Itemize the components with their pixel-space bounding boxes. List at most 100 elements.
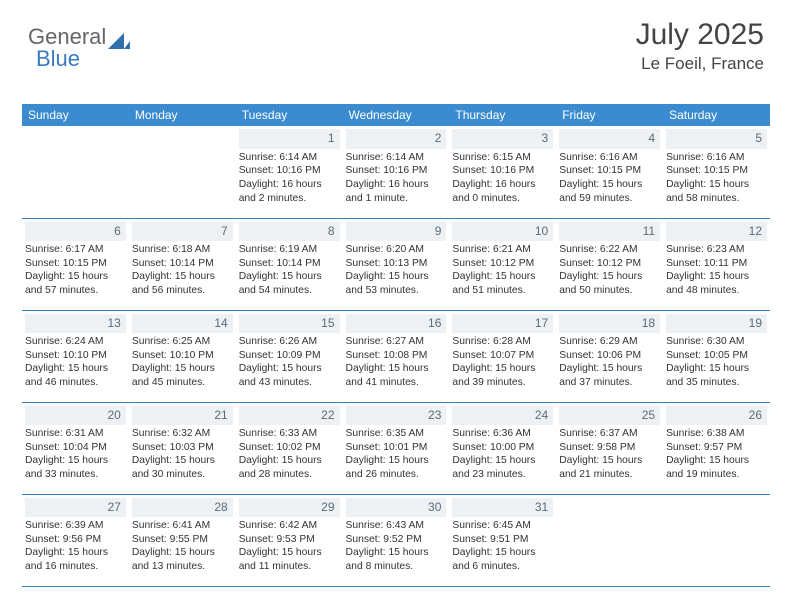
- day-number: 12: [666, 222, 767, 242]
- calendar-cell: 6Sunrise: 6:17 AMSunset: 10:15 PMDayligh…: [22, 218, 129, 310]
- day-header: Wednesday: [343, 104, 450, 126]
- day-info: Sunrise: 6:43 AMSunset: 9:52 PMDaylight:…: [346, 519, 447, 573]
- day-info: Sunrise: 6:28 AMSunset: 10:07 PMDaylight…: [452, 335, 553, 389]
- day-number: 4: [559, 129, 660, 149]
- day-info: Sunrise: 6:22 AMSunset: 10:12 PMDaylight…: [559, 243, 660, 297]
- day-info: Sunrise: 6:33 AMSunset: 10:02 PMDaylight…: [239, 427, 340, 481]
- day-number: 7: [132, 222, 233, 242]
- calendar-cell: 22Sunrise: 6:33 AMSunset: 10:02 PMDaylig…: [236, 402, 343, 494]
- logo-text-2: Blue: [36, 46, 80, 72]
- day-number: 13: [25, 314, 126, 334]
- day-number: 30: [346, 498, 447, 518]
- calendar-cell: 16Sunrise: 6:27 AMSunset: 10:08 PMDaylig…: [343, 310, 450, 402]
- day-number: 29: [239, 498, 340, 518]
- calendar-cell: [22, 126, 129, 218]
- calendar-cell: 5Sunrise: 6:16 AMSunset: 10:15 PMDayligh…: [663, 126, 770, 218]
- calendar-cell: 1Sunrise: 6:14 AMSunset: 10:16 PMDayligh…: [236, 126, 343, 218]
- day-info: Sunrise: 6:18 AMSunset: 10:14 PMDaylight…: [132, 243, 233, 297]
- day-header: Saturday: [663, 104, 770, 126]
- day-info: Sunrise: 6:19 AMSunset: 10:14 PMDaylight…: [239, 243, 340, 297]
- calendar-cell: 7Sunrise: 6:18 AMSunset: 10:14 PMDayligh…: [129, 218, 236, 310]
- day-info: Sunrise: 6:16 AMSunset: 10:15 PMDaylight…: [666, 151, 767, 205]
- day-info: Sunrise: 6:25 AMSunset: 10:10 PMDaylight…: [132, 335, 233, 389]
- day-number: 21: [132, 406, 233, 426]
- day-number: 19: [666, 314, 767, 334]
- day-header: Friday: [556, 104, 663, 126]
- calendar-cell: 10Sunrise: 6:21 AMSunset: 10:12 PMDaylig…: [449, 218, 556, 310]
- calendar-cell: 30Sunrise: 6:43 AMSunset: 9:52 PMDayligh…: [343, 494, 450, 586]
- calendar-cell: 26Sunrise: 6:38 AMSunset: 9:57 PMDayligh…: [663, 402, 770, 494]
- calendar-cell: 15Sunrise: 6:26 AMSunset: 10:09 PMDaylig…: [236, 310, 343, 402]
- day-info: Sunrise: 6:17 AMSunset: 10:15 PMDaylight…: [25, 243, 126, 297]
- day-info: Sunrise: 6:29 AMSunset: 10:06 PMDaylight…: [559, 335, 660, 389]
- day-info: Sunrise: 6:38 AMSunset: 9:57 PMDaylight:…: [666, 427, 767, 481]
- calendar-cell: 28Sunrise: 6:41 AMSunset: 9:55 PMDayligh…: [129, 494, 236, 586]
- calendar-cell: 4Sunrise: 6:16 AMSunset: 10:15 PMDayligh…: [556, 126, 663, 218]
- calendar-cell: 24Sunrise: 6:36 AMSunset: 10:00 PMDaylig…: [449, 402, 556, 494]
- day-number: 20: [25, 406, 126, 426]
- day-number: 25: [559, 406, 660, 426]
- day-info: Sunrise: 6:14 AMSunset: 10:16 PMDaylight…: [239, 151, 340, 205]
- day-info: Sunrise: 6:23 AMSunset: 10:11 PMDaylight…: [666, 243, 767, 297]
- day-number: 22: [239, 406, 340, 426]
- calendar-cell: 11Sunrise: 6:22 AMSunset: 10:12 PMDaylig…: [556, 218, 663, 310]
- calendar-cell: 8Sunrise: 6:19 AMSunset: 10:14 PMDayligh…: [236, 218, 343, 310]
- day-number: 6: [25, 222, 126, 242]
- day-info: Sunrise: 6:36 AMSunset: 10:00 PMDaylight…: [452, 427, 553, 481]
- day-info: Sunrise: 6:26 AMSunset: 10:09 PMDaylight…: [239, 335, 340, 389]
- logo-icon: [108, 29, 130, 45]
- day-info: Sunrise: 6:15 AMSunset: 10:16 PMDaylight…: [452, 151, 553, 205]
- day-info: Sunrise: 6:27 AMSunset: 10:08 PMDaylight…: [346, 335, 447, 389]
- day-info: Sunrise: 6:42 AMSunset: 9:53 PMDaylight:…: [239, 519, 340, 573]
- day-number: 28: [132, 498, 233, 518]
- day-number: 31: [452, 498, 553, 518]
- day-info: Sunrise: 6:39 AMSunset: 9:56 PMDaylight:…: [25, 519, 126, 573]
- month-title: July 2025: [636, 18, 764, 52]
- calendar-cell: 13Sunrise: 6:24 AMSunset: 10:10 PMDaylig…: [22, 310, 129, 402]
- day-number: 18: [559, 314, 660, 334]
- calendar-cell: 21Sunrise: 6:32 AMSunset: 10:03 PMDaylig…: [129, 402, 236, 494]
- calendar-cell: 27Sunrise: 6:39 AMSunset: 9:56 PMDayligh…: [22, 494, 129, 586]
- logo-line2: Blue: [36, 46, 80, 72]
- calendar-cell: [663, 494, 770, 586]
- day-number: 17: [452, 314, 553, 334]
- day-info: Sunrise: 6:24 AMSunset: 10:10 PMDaylight…: [25, 335, 126, 389]
- calendar-cell: 17Sunrise: 6:28 AMSunset: 10:07 PMDaylig…: [449, 310, 556, 402]
- day-number: 2: [346, 129, 447, 149]
- location: Le Foeil, France: [636, 54, 764, 74]
- day-number: 23: [346, 406, 447, 426]
- day-header: Sunday: [22, 104, 129, 126]
- calendar-cell: 31Sunrise: 6:45 AMSunset: 9:51 PMDayligh…: [449, 494, 556, 586]
- calendar-cell: 3Sunrise: 6:15 AMSunset: 10:16 PMDayligh…: [449, 126, 556, 218]
- calendar-cell: 2Sunrise: 6:14 AMSunset: 10:16 PMDayligh…: [343, 126, 450, 218]
- day-info: Sunrise: 6:16 AMSunset: 10:15 PMDaylight…: [559, 151, 660, 205]
- day-number: 24: [452, 406, 553, 426]
- day-number: 3: [452, 129, 553, 149]
- day-number: 14: [132, 314, 233, 334]
- day-header: Tuesday: [236, 104, 343, 126]
- day-header: Thursday: [449, 104, 556, 126]
- day-info: Sunrise: 6:35 AMSunset: 10:01 PMDaylight…: [346, 427, 447, 481]
- day-info: Sunrise: 6:20 AMSunset: 10:13 PMDaylight…: [346, 243, 447, 297]
- day-number: 15: [239, 314, 340, 334]
- calendar-cell: 19Sunrise: 6:30 AMSunset: 10:05 PMDaylig…: [663, 310, 770, 402]
- header-right: July 2025 Le Foeil, France: [636, 18, 764, 74]
- day-number: 27: [25, 498, 126, 518]
- day-number: 5: [666, 129, 767, 149]
- day-info: Sunrise: 6:41 AMSunset: 9:55 PMDaylight:…: [132, 519, 233, 573]
- calendar-cell: 20Sunrise: 6:31 AMSunset: 10:04 PMDaylig…: [22, 402, 129, 494]
- calendar-cell: 14Sunrise: 6:25 AMSunset: 10:10 PMDaylig…: [129, 310, 236, 402]
- calendar-cell: 29Sunrise: 6:42 AMSunset: 9:53 PMDayligh…: [236, 494, 343, 586]
- day-number: 8: [239, 222, 340, 242]
- day-info: Sunrise: 6:30 AMSunset: 10:05 PMDaylight…: [666, 335, 767, 389]
- day-info: Sunrise: 6:31 AMSunset: 10:04 PMDaylight…: [25, 427, 126, 481]
- day-number: 10: [452, 222, 553, 242]
- day-header: Monday: [129, 104, 236, 126]
- day-number: 11: [559, 222, 660, 242]
- day-number: 9: [346, 222, 447, 242]
- calendar-cell: 12Sunrise: 6:23 AMSunset: 10:11 PMDaylig…: [663, 218, 770, 310]
- day-info: Sunrise: 6:45 AMSunset: 9:51 PMDaylight:…: [452, 519, 553, 573]
- day-info: Sunrise: 6:14 AMSunset: 10:16 PMDaylight…: [346, 151, 447, 205]
- calendar-cell: 9Sunrise: 6:20 AMSunset: 10:13 PMDayligh…: [343, 218, 450, 310]
- calendar-cell: 23Sunrise: 6:35 AMSunset: 10:01 PMDaylig…: [343, 402, 450, 494]
